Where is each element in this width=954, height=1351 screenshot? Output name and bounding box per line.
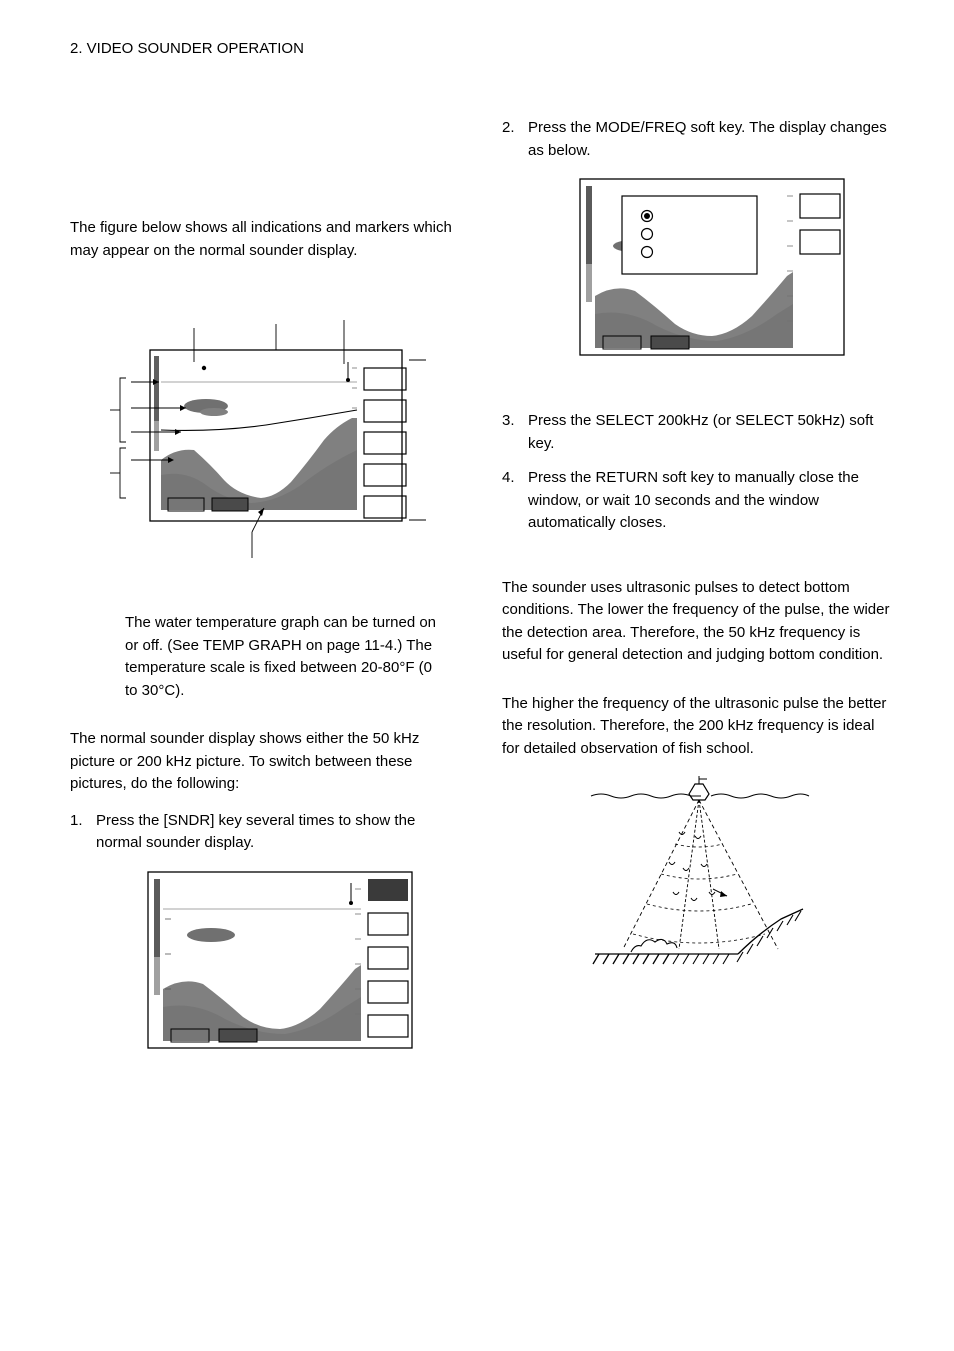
step-1: 1. Press the [SNDR] key several times to… <box>70 810 462 855</box>
step-4: 4. Press the RETURN soft key to manually… <box>502 467 894 535</box>
intro-paragraph: The figure below shows all indications a… <box>70 217 462 262</box>
section-header: 2. VIDEO SOUNDER OPERATION <box>70 40 894 57</box>
figure-mode-freq <box>530 176 894 358</box>
para-200khz: The higher the frequency of the ultrason… <box>502 693 894 761</box>
step-3-num: 3. <box>502 410 528 455</box>
step-2-num: 2. <box>502 117 528 162</box>
step-2-text: Press the MODE/FREQ soft key. The displa… <box>528 117 894 162</box>
switch-paragraph: The normal sounder display shows either … <box>70 728 462 796</box>
para-50khz: The sounder uses ultrasonic pulses to de… <box>502 577 894 667</box>
step-1-num: 1. <box>70 810 96 855</box>
figure-sounder-large <box>70 320 462 560</box>
step-2: 2. Press the MODE/FREQ soft key. The dis… <box>502 117 894 162</box>
step-3: 3. Press the SELECT 200kHz (or SELECT 50… <box>502 410 894 455</box>
figure-beam-diagram <box>502 774 894 974</box>
figure-sounder-normal <box>98 869 462 1051</box>
step-4-text: Press the RETURN soft key to manually cl… <box>528 467 894 535</box>
note-paragraph: The water temperature graph can be turne… <box>125 612 442 702</box>
step-4-num: 4. <box>502 467 528 535</box>
step-1-text: Press the [SNDR] key several times to sh… <box>96 810 462 855</box>
step-3-text: Press the SELECT 200kHz (or SELECT 50kHz… <box>528 410 894 455</box>
right-column: 2. Press the MODE/FREQ soft key. The dis… <box>502 117 894 1073</box>
left-column: The figure below shows all indications a… <box>70 117 462 1073</box>
content-columns: The figure below shows all indications a… <box>70 117 894 1073</box>
